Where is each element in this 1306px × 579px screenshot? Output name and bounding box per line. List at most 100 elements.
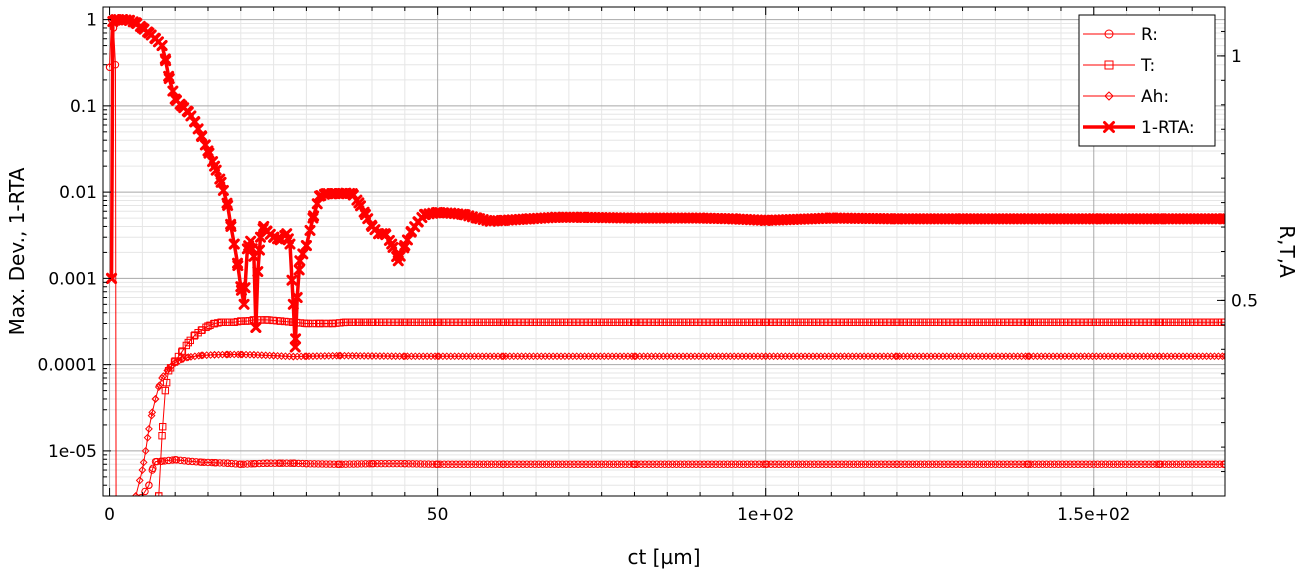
data-point xyxy=(222,199,234,211)
data-point xyxy=(832,318,840,326)
data-point xyxy=(595,318,604,326)
data-point xyxy=(542,460,551,468)
data-point xyxy=(1044,318,1053,326)
data-point xyxy=(483,460,492,468)
data-point xyxy=(279,459,287,467)
data-point xyxy=(727,460,736,468)
data-point xyxy=(1214,318,1222,326)
series-layer xyxy=(105,14,1225,532)
data-point xyxy=(473,318,482,326)
data-point xyxy=(346,188,358,200)
data-point xyxy=(158,457,166,465)
data-point xyxy=(954,318,962,326)
data-point xyxy=(973,318,982,326)
data-point xyxy=(706,318,714,326)
data-point xyxy=(1038,460,1047,468)
data-point xyxy=(507,460,515,468)
data-point xyxy=(997,318,1005,326)
data-point xyxy=(808,318,816,326)
data-point xyxy=(239,460,248,468)
data-point xyxy=(804,318,813,326)
data-point xyxy=(700,460,708,468)
data-point xyxy=(158,432,166,440)
data-point xyxy=(875,318,883,326)
data-point xyxy=(1009,318,1017,326)
data-point xyxy=(1078,460,1086,468)
data-point xyxy=(1198,318,1206,326)
data-point xyxy=(1172,460,1181,468)
data-point xyxy=(533,318,541,326)
data-point xyxy=(720,460,728,468)
data-point xyxy=(232,257,244,269)
data-point xyxy=(250,321,262,333)
data-point xyxy=(471,212,483,224)
data-point xyxy=(999,460,1007,468)
data-point xyxy=(873,460,881,468)
data-point xyxy=(269,351,278,360)
data-point xyxy=(1005,318,1013,326)
data-point xyxy=(468,460,476,468)
data-point xyxy=(580,318,588,326)
data-point xyxy=(1058,460,1066,468)
data-point xyxy=(781,318,789,326)
data-point xyxy=(944,460,952,468)
data-point xyxy=(460,460,468,468)
data-point xyxy=(1048,318,1057,326)
data-point xyxy=(639,318,647,326)
data-point xyxy=(1127,318,1135,326)
data-point xyxy=(291,292,303,304)
data-point xyxy=(1007,460,1015,468)
data-point xyxy=(448,460,456,468)
data-point xyxy=(729,318,738,326)
data-point xyxy=(1216,460,1224,468)
data-point xyxy=(865,460,874,468)
data-point xyxy=(1153,460,1161,468)
data-point xyxy=(1036,318,1045,326)
data-point xyxy=(392,255,404,267)
data-point xyxy=(617,460,626,468)
data-point xyxy=(1190,318,1198,326)
data-point xyxy=(853,460,862,468)
data-point xyxy=(609,460,618,468)
data-point xyxy=(741,318,750,326)
y-tick-label-right: 0.5 xyxy=(1231,291,1258,311)
series-square xyxy=(155,316,1225,496)
data-point xyxy=(674,318,683,326)
data-point xyxy=(987,460,996,468)
data-point xyxy=(1188,460,1196,468)
data-point xyxy=(419,209,431,221)
data-point xyxy=(1084,318,1092,326)
data-point xyxy=(355,318,363,326)
data-point xyxy=(983,460,992,468)
data-point xyxy=(682,318,691,326)
data-point xyxy=(1113,460,1122,468)
data-point xyxy=(1170,318,1179,326)
data-point xyxy=(156,40,168,52)
data-point xyxy=(248,250,260,262)
data-point xyxy=(118,526,124,532)
data-point xyxy=(1086,460,1094,468)
data-point xyxy=(1166,318,1175,326)
data-point xyxy=(558,460,566,468)
data-point xyxy=(227,459,236,468)
data-point xyxy=(523,460,531,468)
data-point xyxy=(762,318,770,326)
data-point xyxy=(1121,460,1129,468)
data-point xyxy=(956,460,964,468)
data-point xyxy=(418,318,427,326)
data-point xyxy=(782,460,791,468)
data-point xyxy=(849,460,858,468)
data-point xyxy=(1115,318,1124,326)
data-point xyxy=(932,460,940,468)
data-point xyxy=(1160,460,1169,468)
data-point xyxy=(592,318,600,326)
data-point xyxy=(1013,318,1021,326)
data-point xyxy=(162,378,171,387)
series-circle xyxy=(105,15,1225,532)
data-point xyxy=(197,326,206,335)
data-point xyxy=(893,352,901,361)
data-point xyxy=(779,460,787,468)
data-point xyxy=(881,460,889,468)
data-point xyxy=(1092,318,1100,326)
